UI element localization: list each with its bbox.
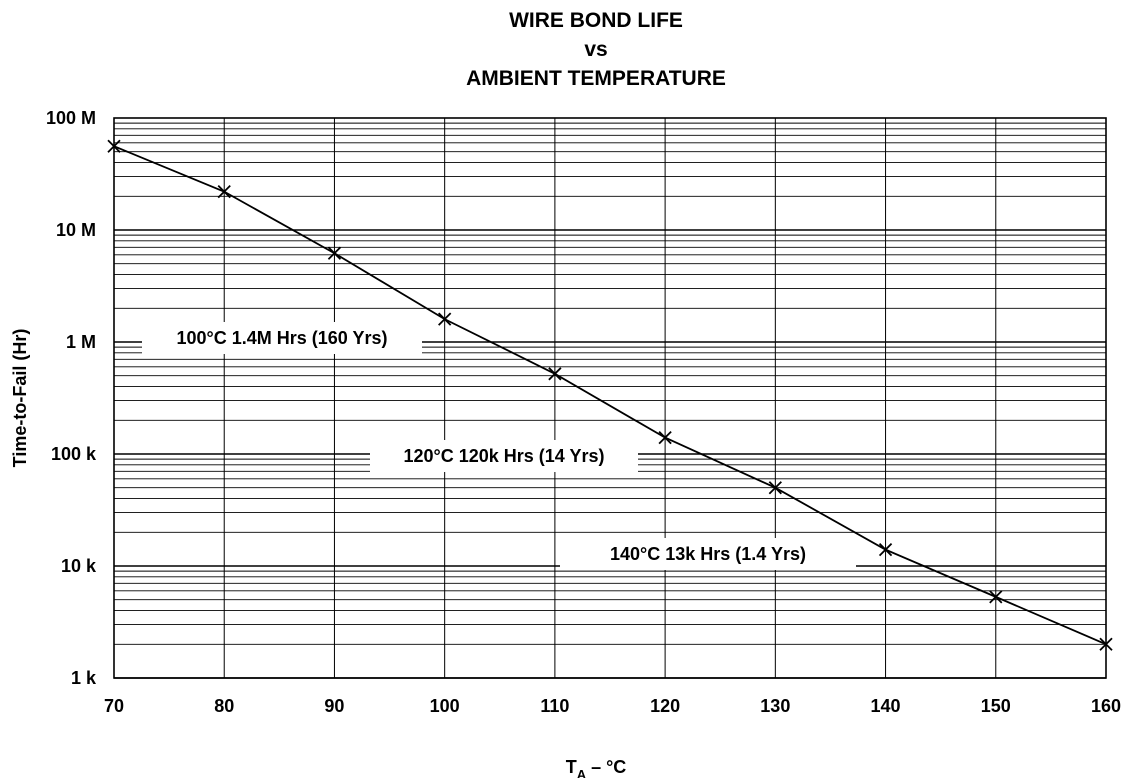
x-axis-label-unit: – °C: [586, 757, 626, 777]
y-tick-label: 10 M: [56, 220, 96, 240]
annotation-text: 140°C 13k Hrs (1.4 Yrs): [610, 544, 806, 564]
x-tick-label: 150: [981, 696, 1011, 716]
annotation-label: 140°C 13k Hrs (1.4 Yrs): [560, 538, 856, 570]
title-line-3: AMBIENT TEMPERATURE: [466, 67, 726, 90]
title-line-1: WIRE BOND LIFE: [509, 9, 683, 32]
annotation-text: 120°C 120k Hrs (14 Yrs): [404, 446, 605, 466]
annotation-background: [560, 538, 856, 570]
marker-stroke: [989, 590, 1003, 604]
annotations: 100°C 1.4M Hrs (160 Yrs) 120°C 120k Hrs (…: [142, 322, 856, 570]
data-series: [107, 139, 1113, 651]
x-tick-labels: 70 80 90 100 110 120 130 140 150 160: [104, 696, 1121, 716]
x-tick-label: 110: [540, 696, 569, 716]
marker-stroke: [658, 430, 672, 445]
x-tick-label: 100: [430, 696, 460, 716]
x-axis-label: TA – °C: [566, 757, 627, 778]
marker-stroke: [438, 312, 452, 326]
x-tick-label: 90: [324, 696, 344, 716]
annotation-background: [370, 440, 638, 472]
chart-title: WIRE BOND LIFE vs AMBIENT TEMPERATURE: [466, 9, 726, 90]
plot-border: [113, 117, 1107, 679]
y-tick-label: 1 k: [71, 668, 97, 688]
x-tick-label: 140: [871, 696, 901, 716]
marker-stroke: [878, 542, 893, 557]
x-tick-label: 120: [650, 696, 680, 716]
annotation-background: [142, 322, 422, 354]
data-point-marker: [768, 481, 782, 495]
x-axis-label-subscript: A: [577, 767, 587, 778]
marker-stroke: [768, 481, 782, 495]
x-axis-label-main: T: [566, 757, 577, 777]
y-tick-labels: 1 k 10 k 100 k 1 M 10 M 100 M: [46, 108, 97, 688]
annotation-text: 100°C 1.4M Hrs (160 Yrs): [177, 328, 388, 348]
y-axis-label: Time-to-Fail (Hr): [10, 329, 30, 468]
x-tick-label: 130: [760, 696, 790, 716]
plot-frame: [113, 117, 1107, 679]
marker-stroke: [548, 367, 562, 381]
y-tick-label: 10 k: [61, 556, 97, 576]
x-tick-label: 160: [1091, 696, 1121, 716]
data-point-marker: [878, 542, 893, 557]
series-line: [113, 145, 1107, 646]
y-tick-label: 100 k: [51, 444, 97, 464]
data-point-marker: [438, 312, 452, 326]
marker-stroke: [217, 185, 231, 199]
data-point-marker: [989, 590, 1003, 604]
data-point-marker: [548, 367, 562, 381]
data-point-marker: [658, 430, 672, 445]
y-tick-label: 1 M: [66, 332, 96, 352]
marker-stroke: [327, 246, 342, 260]
y-tick-label: 100 M: [46, 108, 96, 128]
title-line-2: vs: [584, 38, 607, 61]
annotation-label: 100°C 1.4M Hrs (160 Yrs): [142, 322, 422, 354]
data-point-marker: [327, 246, 342, 260]
data-point-marker: [217, 185, 231, 199]
annotation-label: 120°C 120k Hrs (14 Yrs): [370, 440, 638, 472]
x-tick-label: 80: [214, 696, 234, 716]
x-tick-label: 70: [104, 696, 124, 716]
